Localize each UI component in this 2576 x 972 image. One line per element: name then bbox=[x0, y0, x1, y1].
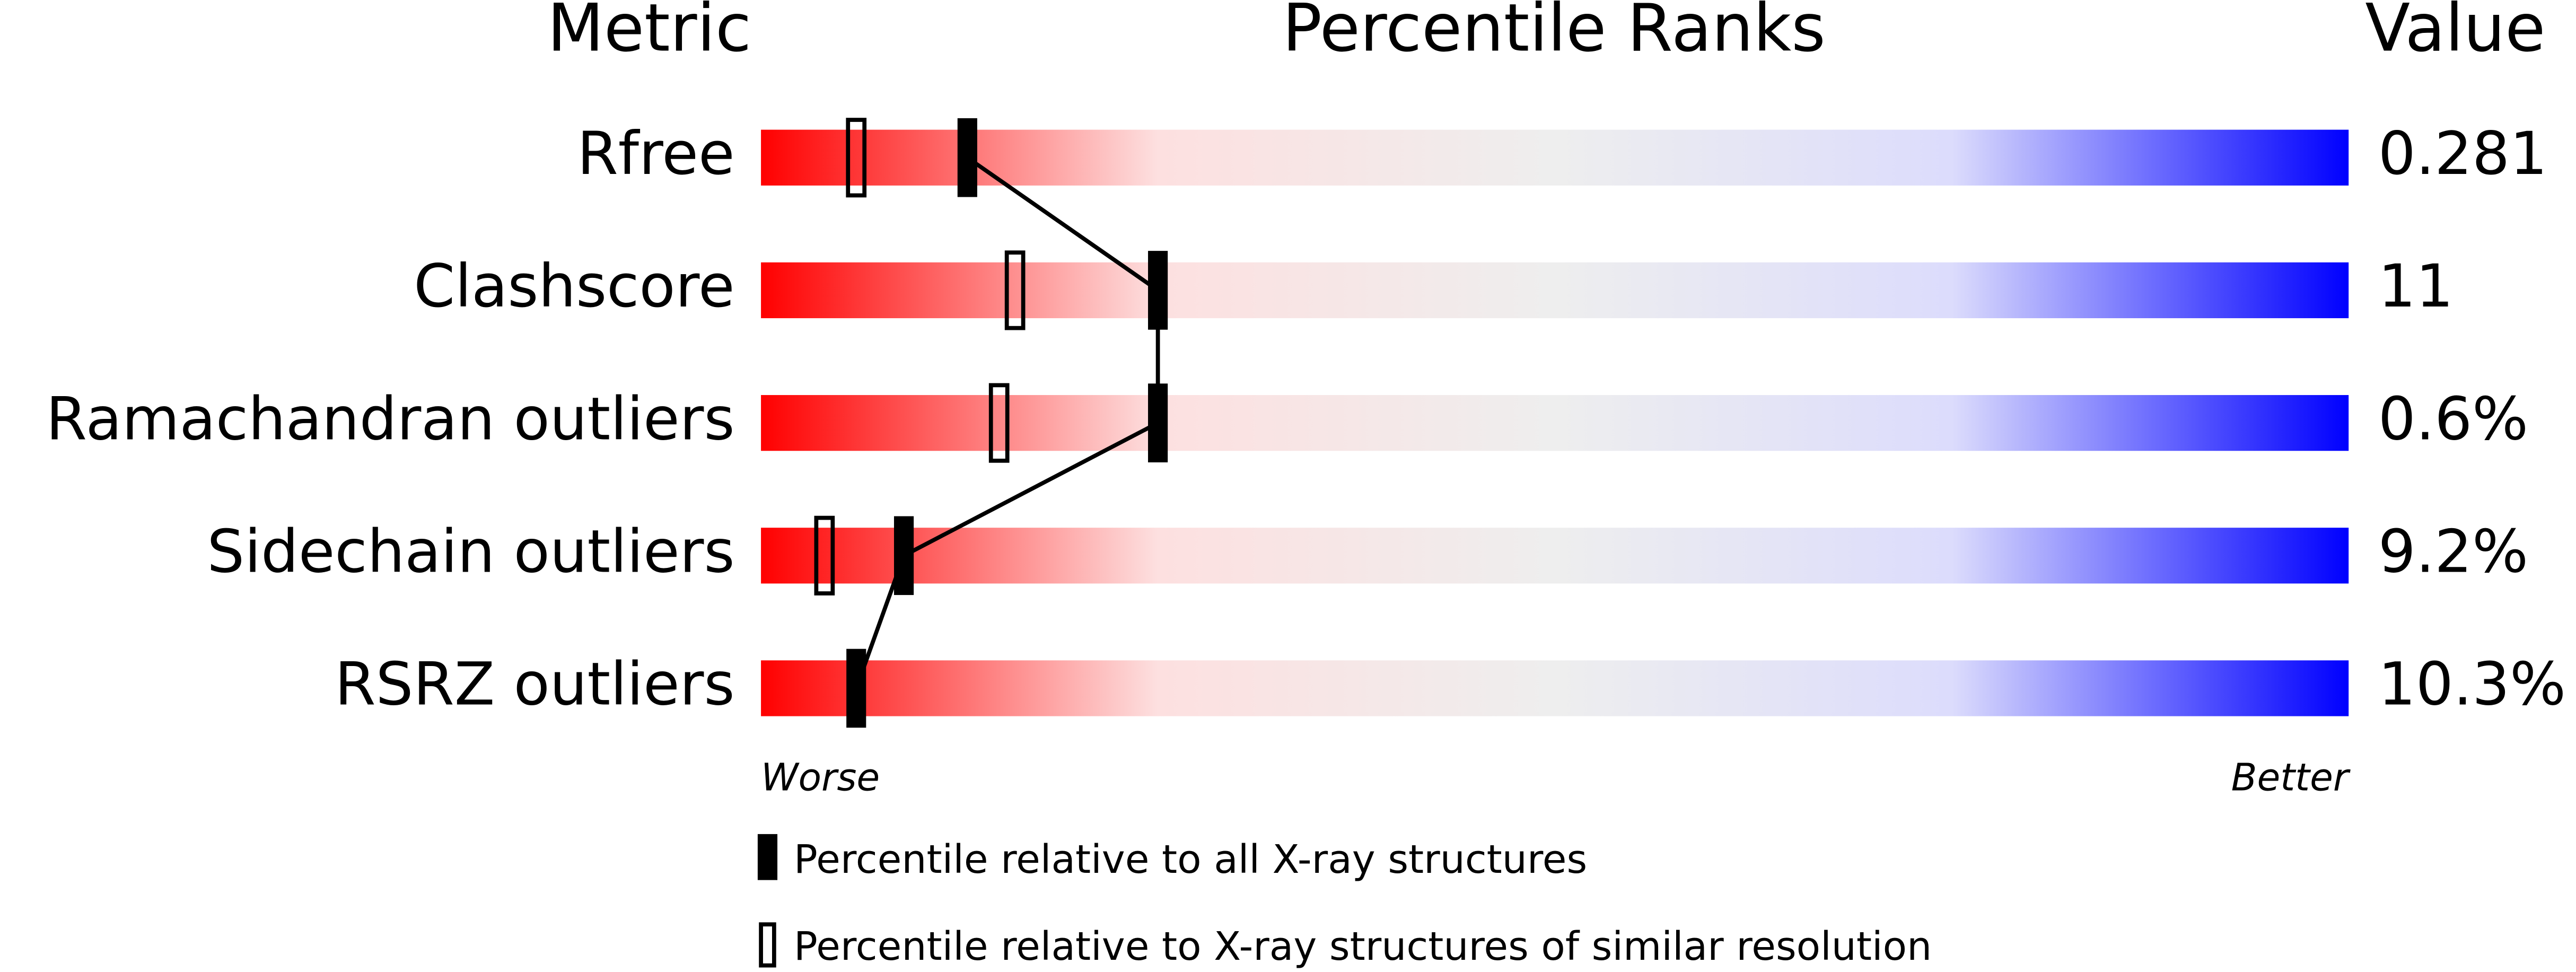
worse-label: Worse bbox=[761, 755, 880, 799]
metric-value: 10.3% bbox=[2378, 651, 2566, 719]
percentile-bar bbox=[761, 528, 2349, 584]
metric-label: Rfree bbox=[577, 120, 734, 188]
metric-value: 9.2% bbox=[2378, 518, 2528, 586]
better-label: Better bbox=[2231, 755, 2351, 799]
percentile-bar bbox=[761, 262, 2349, 319]
metric-value: 0.281 bbox=[2378, 120, 2547, 188]
metric-value: 0.6% bbox=[2378, 385, 2528, 453]
legend-label: Percentile relative to X-ray structures … bbox=[794, 923, 1932, 969]
metric-label: Clashscore bbox=[414, 252, 734, 321]
percentile-bar bbox=[761, 660, 2349, 716]
percentile-marker bbox=[957, 118, 977, 197]
metric-label: Ramachandran outliers bbox=[46, 385, 735, 453]
legend-label: Percentile relative to all X-ray structu… bbox=[794, 836, 1587, 882]
value-header: Value bbox=[2365, 0, 2545, 67]
metric-value: 11 bbox=[2378, 252, 2454, 321]
metric-header: Metric bbox=[547, 0, 751, 67]
legend-swatch bbox=[757, 834, 778, 880]
percentile-marker bbox=[1148, 251, 1168, 330]
percentile-bar bbox=[761, 129, 2349, 186]
percentile-marker-open bbox=[814, 515, 835, 596]
chart-title: Percentile Ranks bbox=[1282, 0, 1825, 67]
percentile-marker bbox=[846, 649, 866, 728]
percentile-marker-open bbox=[988, 383, 1010, 463]
percentile-marker bbox=[893, 516, 914, 596]
percentile-marker bbox=[1148, 383, 1168, 462]
legend-swatch bbox=[759, 922, 776, 968]
metric-label: Sidechain outliers bbox=[207, 518, 734, 586]
percentile-marker-open bbox=[1004, 250, 1026, 330]
percentile-bar bbox=[761, 395, 2349, 451]
metric-label: RSRZ outliers bbox=[335, 651, 734, 719]
percentile-marker-open bbox=[846, 118, 867, 198]
